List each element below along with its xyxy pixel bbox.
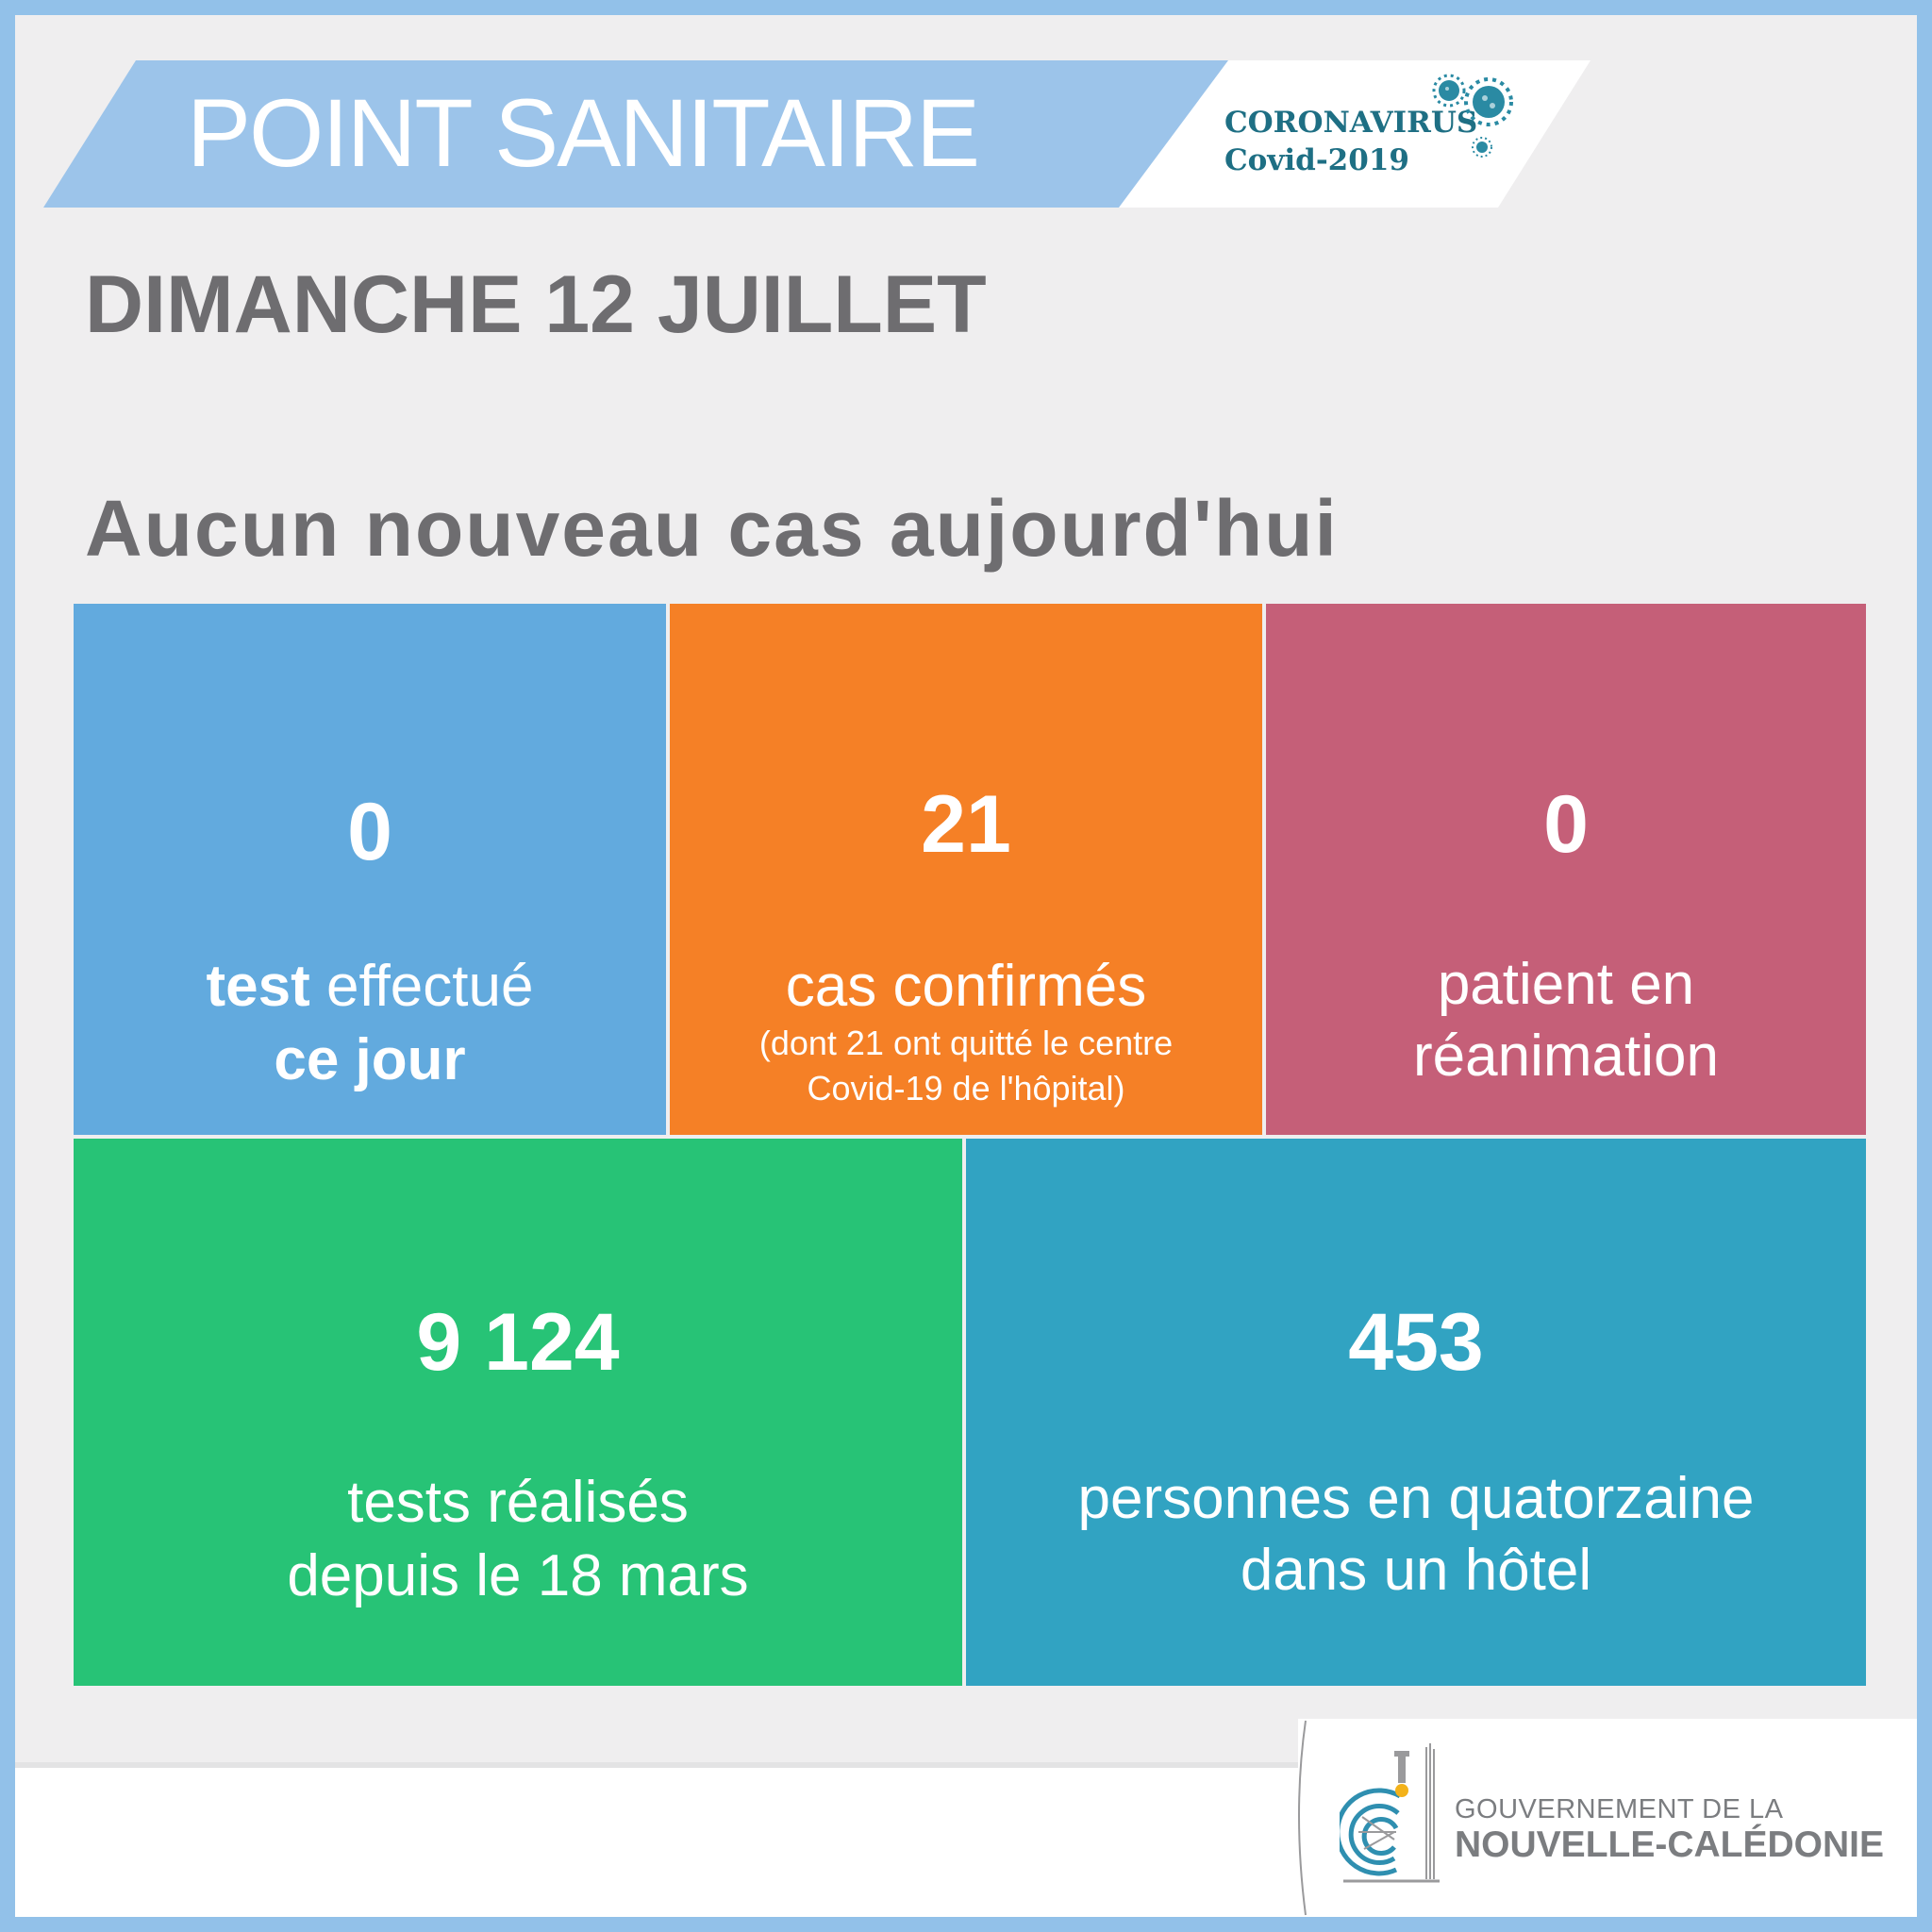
quarantine-value: 453	[1348, 1297, 1484, 1388]
virus-icon	[1432, 74, 1513, 158]
confirmed-value: 21	[921, 779, 1011, 870]
tests-today-label-line2: ce jour	[274, 1027, 466, 1092]
logo-coronavirus-text: CORONAVIRUS	[1224, 106, 1478, 140]
confirmed-note-line2: Covid-19 de l'hôpital)	[807, 1069, 1125, 1108]
total-tests-label-line2: depuis le 18 mars	[287, 1543, 749, 1608]
tile-quarantine: 453 personnes en quatorzaine dans un hôt…	[966, 1139, 1866, 1686]
confirmed-label: cas confirmés	[785, 954, 1147, 1019]
report-date: DIMANCHE 12 JUILLET	[85, 259, 987, 350]
total-tests-value: 9 124	[416, 1297, 620, 1388]
government-name-line1: GOUVERNEMENT DE LA	[1455, 1794, 1784, 1824]
tile-confirmed-cases: 21 cas confirmés (dont 21 ont quitté le …	[670, 604, 1262, 1135]
tile-total-tests: 9 124 tests réalisés depuis le 18 mars	[74, 1139, 962, 1686]
confirmed-note-line1: (dont 21 ont quitté le centre	[758, 1024, 1174, 1062]
banner-title: POINT SANITAIRE	[187, 79, 980, 187]
footer	[15, 1768, 1917, 1917]
logo-covid-text: Covid-2019	[1224, 143, 1409, 177]
tile-tests-today: 0 test effectué ce jour	[74, 604, 666, 1135]
quarantine-label-line1: personnes en quatorzaine	[1077, 1466, 1755, 1531]
headline: Aucun nouveau cas aujourd'hui	[85, 484, 1339, 573]
icu-value: 0	[1543, 779, 1589, 870]
icu-label-line2: réanimation	[1413, 1024, 1719, 1089]
tests-today-value: 0	[347, 787, 392, 877]
infographic: POINT SANITAIRE CORONAVIRUS Covid-2019 D…	[15, 15, 1917, 1917]
government-name-line2: NOUVELLE-CALÉDONIE	[1455, 1824, 1885, 1865]
nautilus-emblem-icon	[1340, 1743, 1440, 1883]
footer-divider	[15, 1762, 1917, 1768]
title-banner	[43, 60, 1236, 208]
total-tests-label-line1: tests réalisés	[347, 1470, 689, 1535]
footer-curve	[1298, 1720, 1307, 1916]
tests-today-label-line1: test effectué	[206, 954, 534, 1019]
quarantine-label-line2: dans un hôtel	[1240, 1538, 1592, 1603]
icu-label-line1: patient en	[1437, 952, 1695, 1017]
tile-icu-patients: 0 patient en réanimation	[1266, 604, 1866, 1135]
